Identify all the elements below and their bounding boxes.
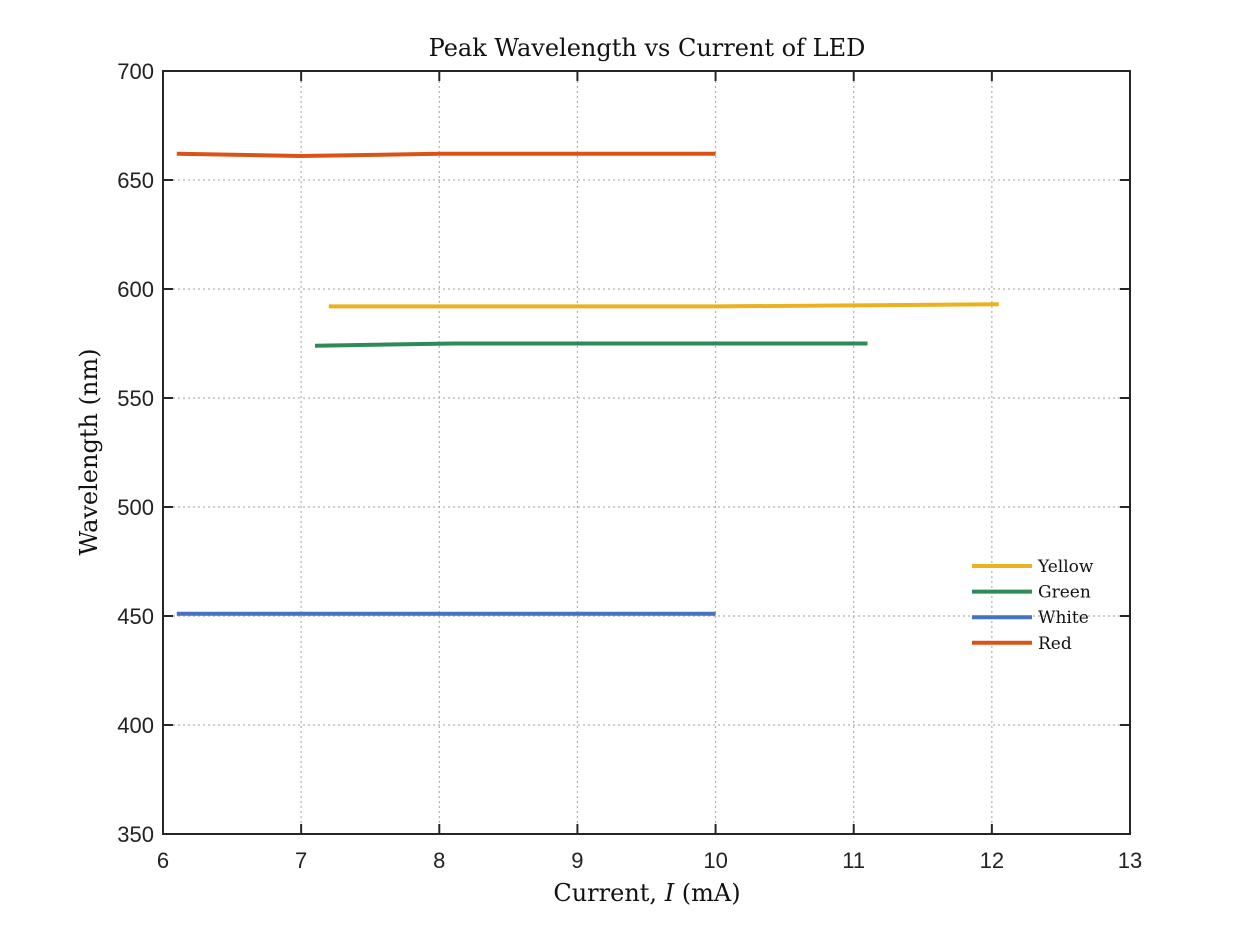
axis-ticks bbox=[162, 70, 1131, 835]
x-tick-label: 12 bbox=[980, 848, 1004, 873]
y-tick-label: 500 bbox=[117, 495, 154, 520]
x-axis-label-variable: I bbox=[664, 879, 675, 907]
x-tick-label: 11 bbox=[842, 848, 865, 873]
y-axis-label: Wavelength (nm) bbox=[75, 348, 103, 555]
legend: Yellow Green White Red bbox=[972, 557, 1094, 654]
series-lines bbox=[176, 151, 999, 616]
legend-label-white: White bbox=[1038, 608, 1089, 628]
legend-label-green: Green bbox=[1038, 583, 1091, 603]
x-tick-labels: 6 7 8 9 10 11 12 13 bbox=[157, 848, 1142, 873]
x-tick-label: 8 bbox=[433, 848, 445, 873]
series-line-yellow bbox=[328, 302, 999, 309]
legend-label-red: Red bbox=[1038, 634, 1072, 654]
grid bbox=[163, 71, 1130, 834]
chart-title: Peak Wavelength vs Current of LED bbox=[429, 34, 866, 62]
y-tick-label: 650 bbox=[117, 168, 154, 193]
x-axis-label-suffix: (mA) bbox=[674, 879, 740, 907]
plot-frame bbox=[162, 70, 1131, 835]
y-tick-label: 400 bbox=[117, 713, 154, 738]
x-tick-label: 7 bbox=[295, 848, 307, 873]
x-axis-label: Current, I (mA) bbox=[553, 879, 740, 907]
y-tick-label: 600 bbox=[117, 277, 154, 302]
x-tick-label: 9 bbox=[571, 848, 583, 873]
y-tick-labels: 350 400 450 500 550 600 650 700 bbox=[117, 59, 154, 847]
legend-label-yellow: Yellow bbox=[1037, 557, 1094, 577]
series-line-green bbox=[314, 341, 868, 348]
x-axis-label-prefix: Current, bbox=[553, 879, 664, 907]
x-tick-label: 6 bbox=[157, 848, 169, 873]
x-tick-label: 13 bbox=[1118, 848, 1142, 873]
y-tick-label: 550 bbox=[117, 386, 154, 411]
series-line-red bbox=[176, 151, 716, 158]
y-tick-label: 450 bbox=[117, 604, 154, 629]
y-tick-label: 700 bbox=[117, 59, 154, 84]
x-tick-label: 10 bbox=[703, 848, 727, 873]
y-tick-label: 350 bbox=[117, 822, 154, 847]
